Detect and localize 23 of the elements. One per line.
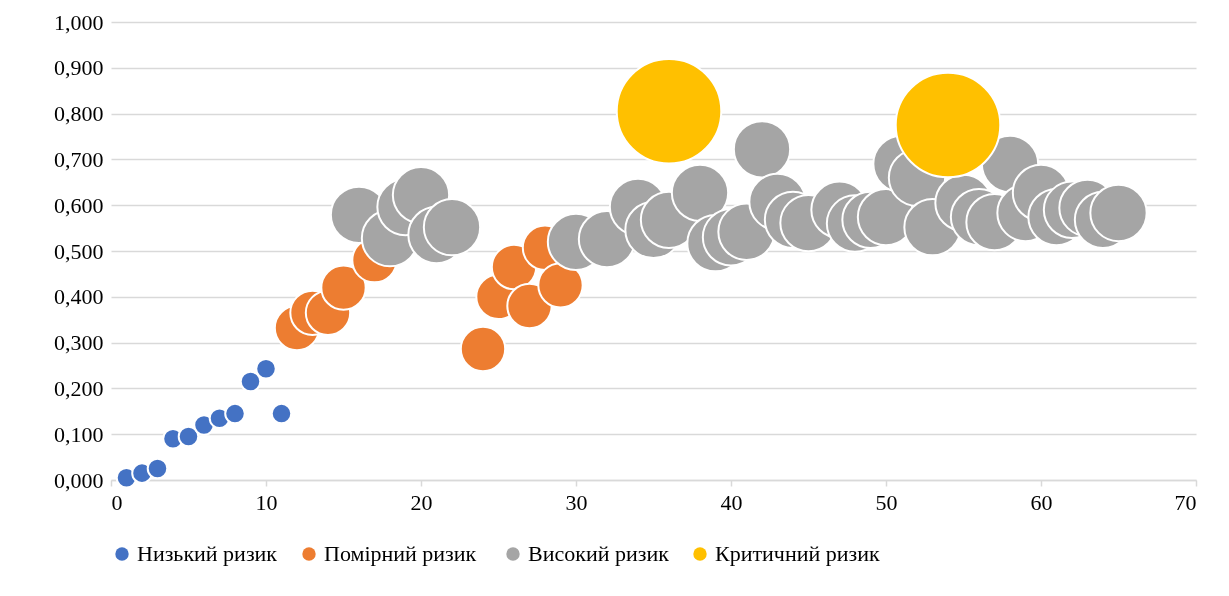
x-tick-label: 40 [720,489,743,515]
y-tick-label: 0,400 [54,284,104,310]
y-tick-label: 0,900 [54,55,104,81]
y-tick-label: 0,300 [54,330,104,356]
legend-label: Помірний ризик [324,541,477,566]
x-tick-label: 0 [111,489,123,515]
legend-label: Критичний ризик [715,541,880,566]
x-tick-label: 70 [1174,489,1197,515]
y-tick-label: 1,000 [54,9,104,35]
legend-label: Високий ризик [528,541,670,566]
x-tick-label: 50 [875,489,898,515]
y-tick-label: 0,700 [54,146,104,172]
y-tick-label: 0,200 [54,375,104,401]
x-tick-label: 10 [255,489,278,515]
y-tick-label: 0,600 [54,192,104,218]
y-tick-label: 0,100 [54,421,104,447]
x-tick-label: 20 [410,489,433,515]
y-tick-label: 0,000 [54,467,104,493]
x-tick-label: 60 [1030,489,1053,515]
y-tick-label: 0,800 [54,101,104,127]
legend-label: Низький ризик [137,541,278,566]
y-tick-label: 0,500 [54,238,104,264]
x-tick-label: 30 [565,489,588,515]
